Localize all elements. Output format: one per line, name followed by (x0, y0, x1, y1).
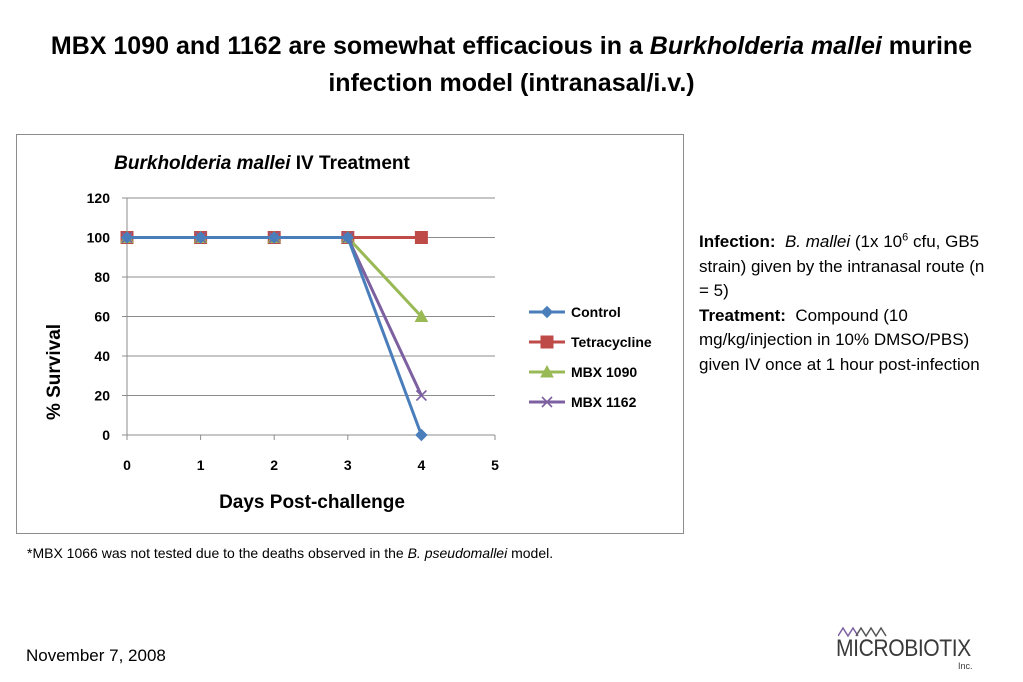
x-tick-label: 4 (418, 457, 426, 473)
title-text-1: MBX 1090 and 1162 are somewhat efficacio… (50, 32, 650, 60)
legend-marker (540, 364, 554, 378)
y-axis-label: % Survival (44, 324, 65, 420)
data-point-control (194, 231, 207, 244)
y-tick-label: 40 (94, 348, 110, 364)
footnote: *MBX 1066 was not tested due to the deat… (27, 545, 553, 561)
chart-frame: Burkholderia mallei IV Treatment % Survi… (16, 134, 684, 534)
infection-text-1: (1x 10 (850, 232, 903, 251)
data-point-control (415, 428, 428, 442)
treatment-label: Treatment: (699, 305, 786, 325)
logo-wordmark: MICROBIOTIX (836, 635, 971, 662)
infection-exponent: 6 (902, 231, 909, 244)
legend-marker (540, 335, 554, 349)
x-tick-label: 3 (344, 457, 352, 473)
y-tick-label: 0 (102, 427, 110, 443)
title-text-italic: Burkholderia mallei (649, 32, 882, 60)
legend-label: Tetracycline (571, 334, 652, 350)
data-point-mbx-1090 (414, 309, 429, 322)
x-tick-label: 2 (270, 457, 278, 473)
data-point-control (120, 231, 134, 244)
slide-date: November 7, 2008 (26, 646, 166, 665)
logo-inc: Inc. (958, 661, 973, 671)
legend-label: MBX 1162 (571, 394, 637, 410)
x-tick-label: 5 (491, 457, 499, 473)
experiment-info: Infection: B. mallei (1x 106 cfu, GB5 st… (699, 230, 999, 377)
treatment-text: Compound (10 mg/kg/injection in 10% DMSO… (699, 305, 980, 374)
y-tick-label: 120 (87, 190, 111, 206)
legend-label: Control (571, 304, 621, 320)
logo-mark-icon (838, 626, 887, 638)
legend-marker (541, 396, 553, 408)
slide-title: MBX 1090 and 1162 are somewhat efficacio… (20, 28, 1003, 102)
footnote-text-1: *MBX 1066 was not tested due to the deat… (27, 545, 408, 561)
footnote-italic: B. pseudomallei (407, 545, 508, 561)
chart-svg: Burkholderia mallei IV Treatment % Survi… (44, 153, 652, 513)
chart-title-rest: IV Treatment (291, 153, 411, 174)
y-tick-label: 60 (94, 309, 110, 325)
infection-organism: B. mallei (784, 232, 851, 251)
x-tick-label: 1 (197, 457, 205, 473)
data-point-tetracycline (414, 231, 428, 244)
y-tick-label: 100 (87, 230, 111, 246)
data-point-control (267, 231, 281, 244)
microbiotix-logo: MICROBIOTIX Inc. (834, 626, 984, 674)
infection-label: Infection: (699, 232, 776, 251)
data-point-control (341, 231, 355, 244)
title-text-2: murine infection model (intranasal/i.v.) (328, 32, 973, 97)
legend: Control Tetracycline MBX 1090 MBX 1162 (529, 304, 652, 410)
infection-text-2: cfu, GB5 strain) given by the intranasal… (699, 232, 985, 300)
y-tick-label: 80 (94, 269, 110, 285)
x-tick-label: 0 (123, 457, 131, 473)
chart-title-italic: Burkholderia mallei (114, 153, 291, 174)
legend-label: MBX 1090 (571, 364, 637, 380)
y-tick-label: 20 (94, 388, 110, 404)
footnote-text-2: model. (507, 545, 554, 561)
plot-area: 0 20 40 60 80 100 120 0 1 2 3 4 5 (87, 190, 499, 473)
chart-title: Burkholderia mallei IV Treatment (114, 153, 410, 174)
legend-marker (540, 305, 554, 319)
x-axis-label: Days Post-challenge (219, 492, 405, 513)
data-point-mbx-1162 (415, 389, 427, 402)
